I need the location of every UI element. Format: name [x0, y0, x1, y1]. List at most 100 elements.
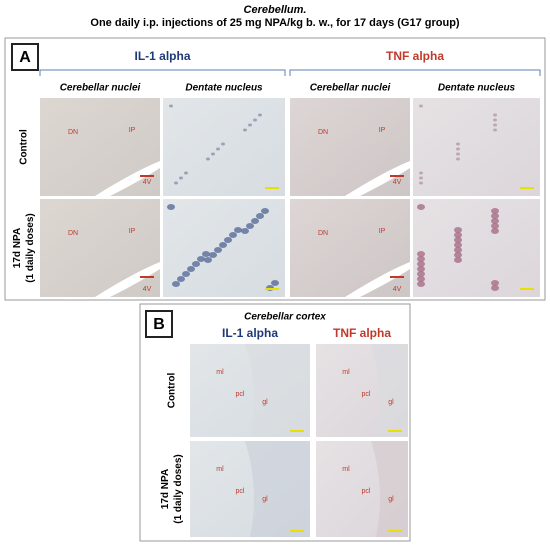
cell: [169, 104, 173, 108]
annotation: gl: [388, 399, 394, 406]
cell: [491, 228, 499, 234]
cell: [454, 237, 462, 243]
panel-label-box: [11, 43, 39, 71]
annotation: DN: [318, 129, 328, 136]
micrograph: [163, 98, 285, 196]
cell: [493, 123, 497, 127]
cell: [261, 208, 269, 214]
cell: [251, 218, 259, 224]
cell: [456, 152, 460, 156]
cell: [246, 223, 254, 229]
title: Cerebellum.: [244, 4, 307, 16]
micrograph: [290, 199, 410, 297]
cell: [491, 285, 499, 291]
bracket: [289, 69, 541, 76]
panel-label: B: [153, 316, 165, 333]
annotation: 4V: [143, 286, 152, 293]
ventricle: [345, 161, 410, 196]
cell: [177, 276, 185, 282]
cell: [179, 176, 183, 180]
cell: [417, 256, 425, 262]
cell: [456, 157, 460, 161]
annotation: ml: [342, 369, 350, 376]
cell: [174, 181, 178, 185]
panel-title: Cerebellar cortex: [244, 312, 326, 323]
annotation: DN: [68, 230, 78, 237]
cell: [209, 252, 217, 258]
annotation: pcl: [236, 488, 245, 495]
annotation: 4V: [393, 179, 402, 186]
annotation: pcl: [236, 391, 245, 398]
cell: [491, 213, 499, 219]
cell: [456, 147, 460, 151]
cell: [454, 232, 462, 238]
content: A IL-1 alpha TNF alpha Cerebellar nuclei Den…: [11, 43, 541, 537]
cell: [271, 280, 279, 286]
cell: [172, 281, 180, 287]
row-label: (1 daily doses): [25, 213, 36, 282]
cell: [493, 118, 497, 122]
cell: [248, 123, 252, 127]
cell: [417, 261, 425, 267]
annotation: gl: [262, 399, 268, 406]
row-label: Control: [167, 373, 178, 409]
layer-band: [371, 344, 408, 437]
cell: [454, 242, 462, 248]
ventricle: [95, 161, 160, 196]
cell: [214, 247, 222, 253]
cell: [417, 281, 425, 287]
column-header: TNF alpha: [333, 326, 391, 340]
cell: [206, 157, 210, 161]
column-header: Dentate nucleus: [185, 83, 263, 94]
cell: [417, 276, 425, 282]
annotation: gl: [262, 496, 268, 503]
annotation: IP: [379, 228, 386, 235]
annotation: DN: [318, 230, 328, 237]
cell: [454, 257, 462, 263]
annotation: ml: [216, 369, 224, 376]
cell: [493, 113, 497, 117]
cell: [417, 271, 425, 277]
cell: [417, 204, 425, 210]
cell: [204, 257, 212, 263]
cell: [491, 208, 499, 214]
panel-label: A: [19, 49, 31, 66]
column-header: Cerebellar nuclei: [60, 83, 141, 94]
panel-label-box: [145, 310, 173, 338]
cell: [253, 118, 257, 122]
column-header: Dentate nucleus: [438, 83, 516, 94]
layer-band: [245, 441, 310, 537]
cell: [219, 242, 227, 248]
group-header: IL-1 alpha: [134, 49, 190, 63]
annotation: IP: [129, 127, 136, 134]
cell: [182, 271, 190, 277]
cell: [184, 171, 188, 175]
ventricle: [95, 262, 160, 297]
cell: [229, 232, 237, 238]
cell: [419, 181, 423, 185]
cell: [491, 280, 499, 286]
annotation: pcl: [362, 391, 371, 398]
micrograph: [413, 98, 540, 196]
cell: [197, 256, 205, 262]
cell: [258, 113, 262, 117]
annotation: 4V: [143, 179, 152, 186]
annotation: ml: [216, 466, 224, 473]
layer-band: [245, 344, 310, 437]
column-header: Cerebellar nuclei: [310, 83, 391, 94]
cell: [241, 228, 249, 234]
row-label: (1 daily doses): [173, 454, 184, 523]
cell: [491, 218, 499, 224]
cell: [456, 142, 460, 146]
cell: [493, 128, 497, 132]
cell: [211, 152, 215, 156]
cell: [417, 266, 425, 272]
annotation: DN: [68, 129, 78, 136]
subtitle: One daily i.p. injections of 25 mg NPA/k…: [90, 17, 460, 29]
cell: [454, 247, 462, 253]
cell: [256, 213, 264, 219]
cell: [167, 204, 175, 210]
annotation: 4V: [393, 286, 402, 293]
cell: [224, 237, 232, 243]
